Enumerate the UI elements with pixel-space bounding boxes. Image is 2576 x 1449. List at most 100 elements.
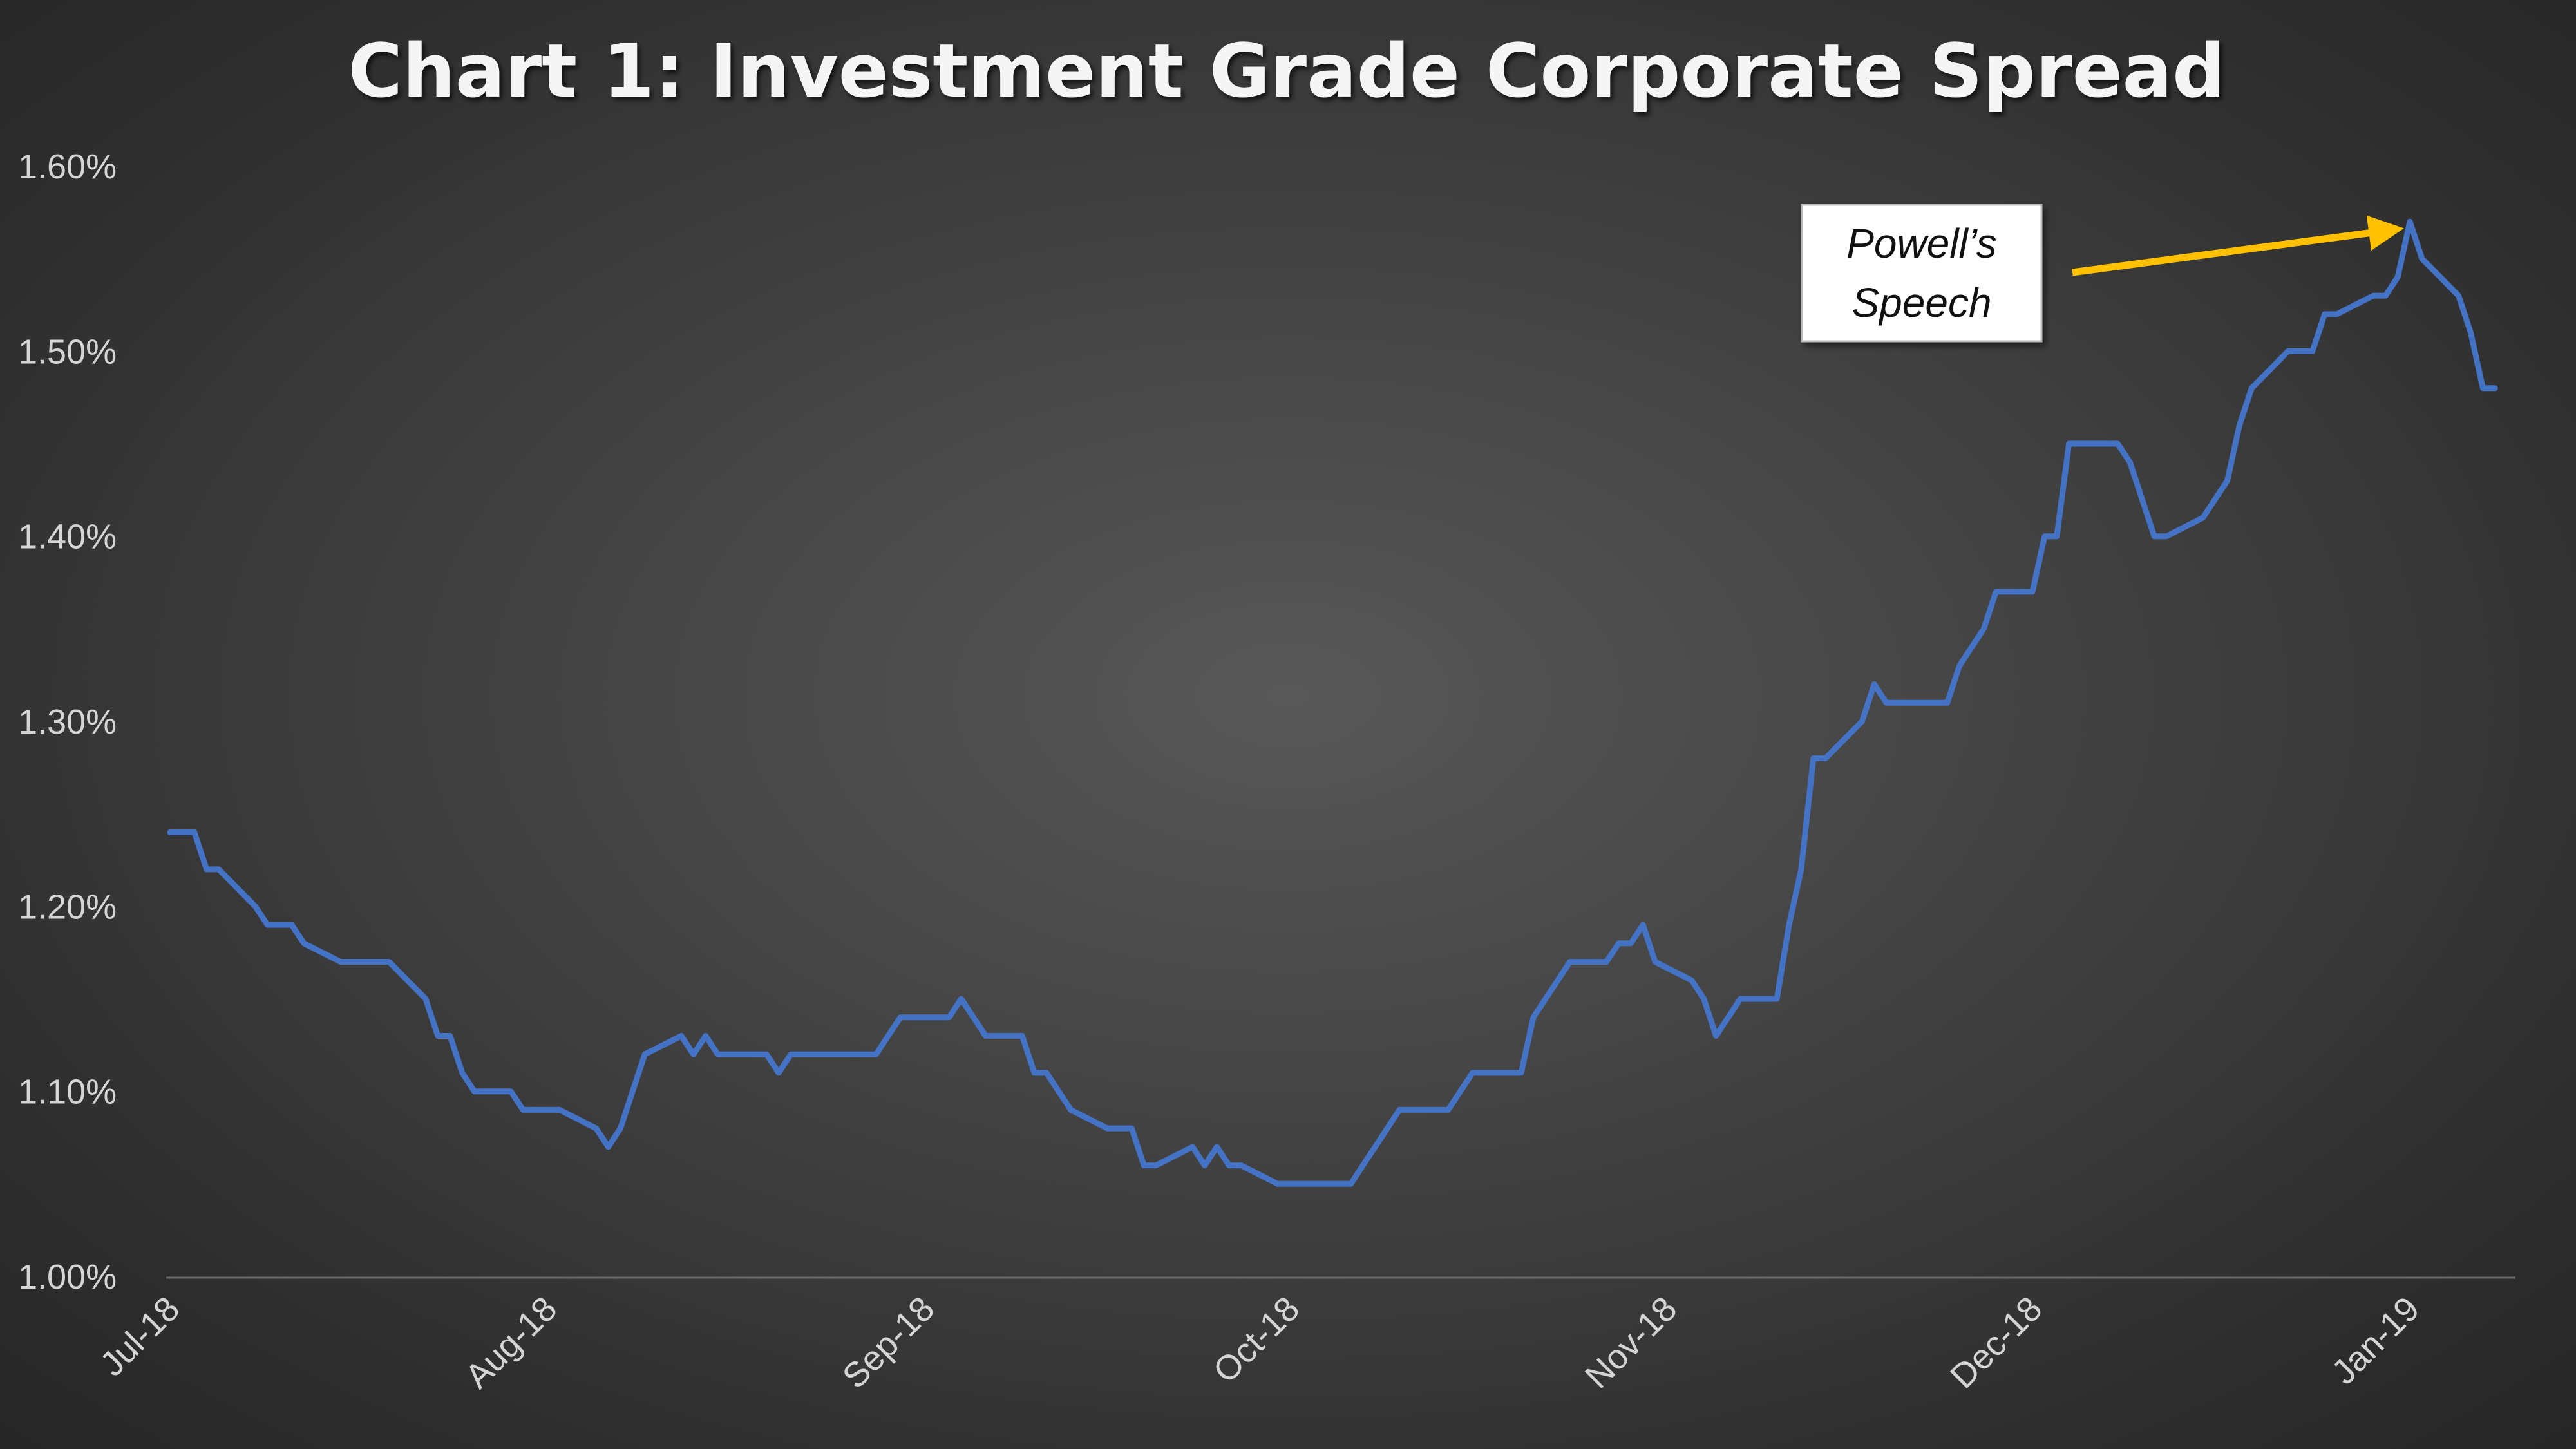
series-point (2395, 274, 2401, 280)
annotation-arrow (2072, 215, 2404, 276)
series-point (1616, 940, 1622, 946)
series-point (167, 829, 173, 835)
series-point (1713, 1033, 1719, 1039)
y-tick-label: 1.00% (18, 1258, 117, 1296)
x-axis-ticks: Jul-18 Aug-18 Sep-18 Oct-18 Nov-18 Dec-18 Jan-… (93, 1289, 2427, 1396)
annotation-line-2: Speech (1852, 279, 1992, 326)
series-point (1798, 866, 1804, 872)
series-point (1519, 1070, 1524, 1075)
series-point (958, 996, 964, 1001)
series-point (2419, 256, 2425, 261)
series-point (191, 829, 197, 835)
y-axis-ticks: 1.00% 1.10% 1.20% 1.30% 1.40% 1.50% 1.60% (18, 147, 117, 1296)
series-point (2383, 293, 2389, 299)
series-point (1202, 1162, 1208, 1168)
annotation-box (1801, 204, 2043, 343)
y-tick-label: 1.20% (18, 887, 117, 926)
series-point (605, 1144, 611, 1150)
series-point (2371, 293, 2376, 299)
series-point (1275, 1181, 1281, 1187)
series-point (1104, 1126, 1110, 1132)
series-point (1701, 996, 1707, 1001)
series-point (1786, 922, 1792, 928)
y-tick-label: 1.50% (18, 332, 117, 371)
series-point (1068, 1107, 1074, 1113)
x-tick-label: Dec-18 (1943, 1289, 2050, 1396)
series-point (556, 1107, 562, 1113)
series-point (1189, 1144, 1195, 1150)
series-point (2492, 385, 2498, 391)
series-point (1470, 1070, 1475, 1075)
series-point (1981, 626, 1987, 632)
series-point (520, 1107, 526, 1113)
series-point (1871, 681, 1877, 687)
series-point (289, 922, 294, 928)
series-point (1774, 996, 1780, 1001)
series-point (690, 1052, 696, 1057)
series-point (337, 959, 343, 965)
series-point (2456, 293, 2461, 299)
y-tick-label: 1.30% (18, 703, 117, 741)
series-point (1653, 959, 1658, 965)
series-point (2309, 348, 2315, 354)
x-tick-label: Jul-18 (93, 1289, 187, 1383)
series-point (873, 1052, 879, 1057)
series-point (2480, 385, 2486, 391)
series-point (2224, 478, 2230, 484)
series-point (1238, 1162, 1244, 1168)
x-tick-label: Oct-18 (1206, 1289, 1307, 1390)
series-point (2286, 348, 2291, 354)
series-point (2249, 385, 2255, 391)
series-points (167, 219, 2498, 1187)
series-point (2115, 441, 2121, 446)
series-line-ig-spread (167, 218, 2498, 1187)
series-point (435, 1033, 440, 1039)
series-point (216, 866, 222, 872)
series-point (1944, 700, 1950, 706)
y-tick-label: 1.10% (18, 1073, 117, 1112)
series-point (1993, 589, 1999, 594)
annotation-label: Powell’s Speech (1802, 205, 2041, 341)
series-point (2066, 441, 2072, 446)
series-point (1129, 1126, 1135, 1132)
series-point (1604, 959, 1609, 965)
series-point (898, 1014, 904, 1020)
series-point (1628, 940, 1634, 946)
series-point (301, 940, 307, 946)
series-point (642, 1052, 648, 1057)
series-point (1214, 1144, 1220, 1150)
series-point (2468, 330, 2474, 336)
series-point (2407, 219, 2412, 225)
annotation-line-1: Powell’s (1846, 220, 1997, 267)
series-point (1032, 1070, 1037, 1075)
series-point (2200, 515, 2206, 520)
series-point (1141, 1162, 1147, 1168)
series-point (2237, 422, 2242, 428)
x-tick-label: Aug-18 (458, 1289, 565, 1396)
y-tick-label: 1.40% (18, 518, 117, 556)
series-point (422, 996, 428, 1001)
series-point (715, 1052, 721, 1057)
y-tick-label: 1.60% (18, 147, 117, 186)
series-point (703, 1033, 708, 1039)
series-point (2164, 533, 2169, 539)
series-point (1640, 922, 1646, 928)
series-point (764, 1052, 770, 1057)
series-point (204, 866, 209, 872)
series-point (1153, 1162, 1159, 1168)
chart-title: Chart 1: Investment Grade Corporate Spre… (348, 28, 2226, 115)
series-point (1738, 996, 1743, 1001)
series-point (471, 1088, 477, 1094)
series-point (1689, 978, 1694, 983)
series-point (508, 1088, 514, 1094)
series-point (2054, 533, 2060, 539)
series-point (1956, 663, 1962, 668)
series-point (678, 1033, 684, 1039)
series-point (265, 922, 270, 928)
series-point (2127, 459, 2133, 465)
series-point (1226, 1162, 1232, 1168)
series-point (593, 1126, 599, 1132)
series-point (1044, 1070, 1049, 1075)
